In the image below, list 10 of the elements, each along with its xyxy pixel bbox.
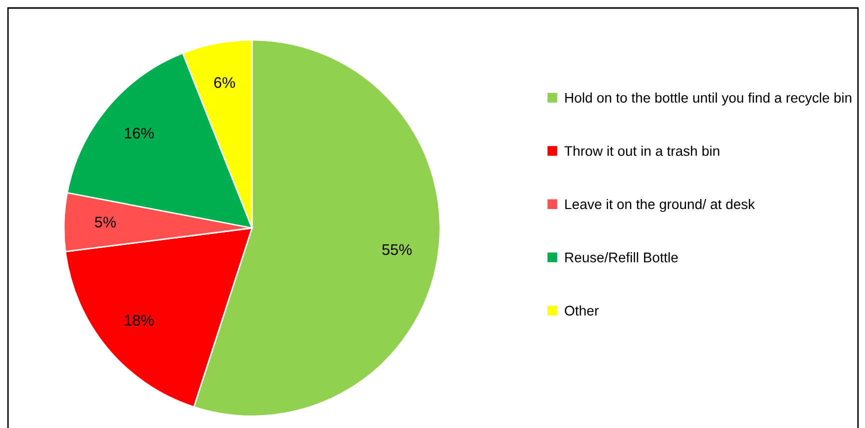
- legend-label: Hold on to the bottle until you find a recycle bin: [565, 92, 852, 106]
- legend-label: Leave it on the ground/ at desk: [565, 198, 755, 212]
- data-label: 5%: [94, 216, 116, 228]
- legend-label: Other: [564, 305, 599, 316]
- legend-label: Throw it out in a trash bin: [564, 146, 720, 156]
- data-label: 16%: [124, 128, 154, 139]
- data-label: 6%: [214, 77, 235, 88]
- legend-label: Reuse/Refill Bottle: [565, 252, 678, 262]
- data-label: 55%: [382, 244, 412, 256]
- data-label: 18%: [124, 314, 154, 326]
